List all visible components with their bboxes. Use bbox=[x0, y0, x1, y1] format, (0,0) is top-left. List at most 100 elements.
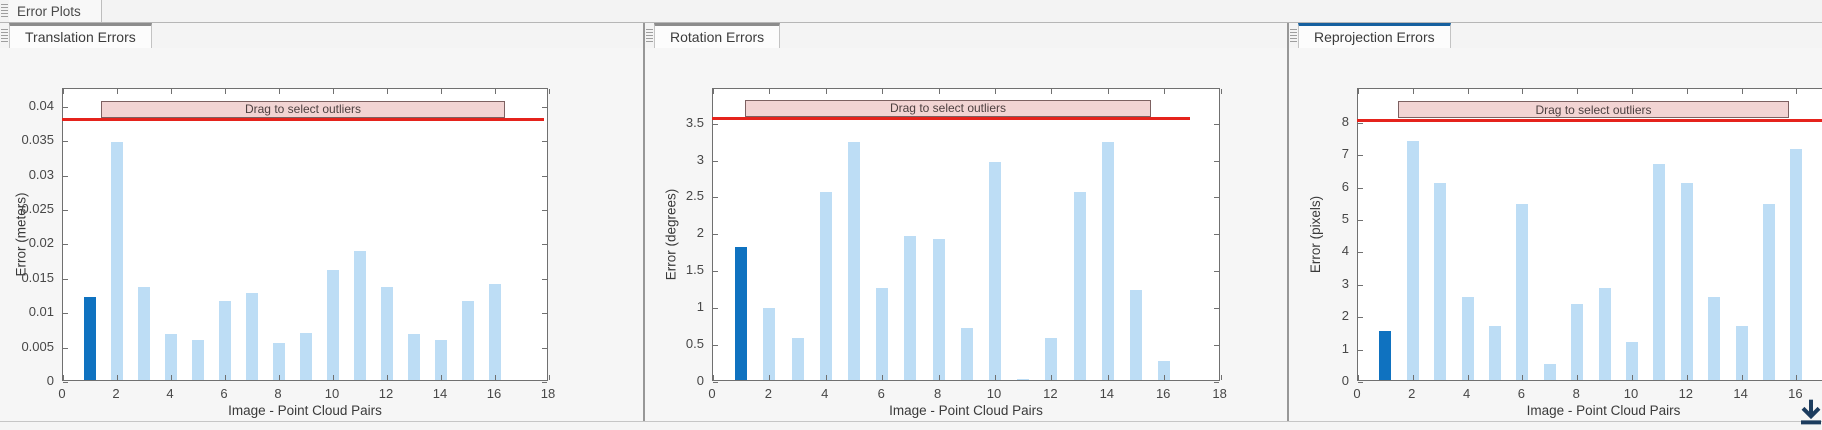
bar[interactable] bbox=[1434, 183, 1447, 380]
bar[interactable] bbox=[219, 301, 231, 380]
outlier-drag-band-label: Drag to select outliers bbox=[889, 101, 1007, 116]
bar[interactable] bbox=[1543, 364, 1556, 380]
bar[interactable] bbox=[1763, 204, 1775, 380]
bar[interactable] bbox=[904, 236, 917, 380]
tab-reprojection-errors[interactable]: Reprojection Errors bbox=[1298, 23, 1451, 48]
bar[interactable] bbox=[1461, 297, 1474, 380]
bar[interactable] bbox=[763, 308, 776, 380]
x-tick-label: 12 bbox=[1678, 386, 1694, 401]
bar[interactable] bbox=[989, 162, 1001, 380]
y-tick-label: 3 bbox=[1341, 275, 1349, 291]
bar[interactable] bbox=[1708, 297, 1721, 380]
bar-selected[interactable] bbox=[1379, 331, 1392, 380]
y-tick-label: 0 bbox=[696, 373, 704, 388]
x-axis-title: Image - Point Cloud Pairs bbox=[1526, 403, 1681, 418]
bar[interactable] bbox=[327, 270, 339, 380]
grip-icon[interactable] bbox=[1, 3, 8, 19]
bar[interactable] bbox=[1735, 326, 1748, 380]
bar[interactable] bbox=[1045, 338, 1058, 380]
axis-tick bbox=[63, 313, 68, 315]
axis-tick bbox=[225, 375, 226, 380]
bar[interactable] bbox=[300, 333, 312, 380]
x-tick-label: 2 bbox=[1408, 386, 1416, 401]
bar[interactable] bbox=[1489, 326, 1501, 380]
bar[interactable] bbox=[848, 142, 860, 380]
axis-tick bbox=[1796, 89, 1798, 94]
grip-icon[interactable] bbox=[1290, 28, 1297, 43]
bar[interactable] bbox=[165, 334, 177, 380]
axis-tick bbox=[882, 375, 884, 380]
bar[interactable] bbox=[489, 284, 501, 380]
bar[interactable] bbox=[1598, 288, 1611, 380]
y-tick-label: 0.5 bbox=[685, 336, 704, 352]
bar[interactable] bbox=[1406, 141, 1419, 380]
axis-tick bbox=[333, 89, 334, 94]
tab-error-plots[interactable]: Error Plots bbox=[9, 0, 102, 22]
bar[interactable] bbox=[819, 192, 832, 380]
axis-tick bbox=[63, 244, 68, 246]
x-tick-label: 14 bbox=[1099, 386, 1115, 401]
axis-tick bbox=[117, 375, 118, 380]
bar[interactable] bbox=[1626, 342, 1638, 380]
bar[interactable] bbox=[1790, 149, 1803, 380]
axis-tick bbox=[1164, 375, 1166, 380]
x-tick-label: 16 bbox=[1788, 386, 1803, 401]
bar[interactable] bbox=[1017, 379, 1030, 380]
tab-translation-errors[interactable]: Translation Errors bbox=[9, 23, 152, 48]
axis-tick bbox=[333, 375, 334, 380]
grip-icon[interactable] bbox=[646, 28, 653, 43]
axis-tick bbox=[713, 197, 718, 199]
panel-tab-bar: Reprojection Errors bbox=[1289, 23, 1822, 48]
bar[interactable] bbox=[354, 251, 366, 380]
outlier-drag-band[interactable]: Drag to select outliers bbox=[1398, 101, 1789, 119]
axis-tick bbox=[63, 175, 68, 177]
bar[interactable] bbox=[1516, 204, 1529, 380]
tab-rotation-errors[interactable]: Rotation Errors bbox=[654, 23, 781, 48]
document-tab-bar: Error Plots bbox=[0, 0, 1822, 23]
axis-tick bbox=[1358, 317, 1363, 319]
bar[interactable] bbox=[1571, 304, 1584, 380]
axis-tick bbox=[542, 244, 547, 246]
bar[interactable] bbox=[462, 301, 474, 380]
axis-tick bbox=[1686, 375, 1688, 380]
axis-tick bbox=[1214, 308, 1219, 310]
bar-selected[interactable] bbox=[735, 247, 748, 380]
bar[interactable] bbox=[273, 343, 285, 380]
x-tick-label: 8 bbox=[1572, 386, 1580, 401]
bar[interactable] bbox=[408, 334, 420, 380]
bar[interactable] bbox=[932, 239, 945, 380]
x-tick-label: 14 bbox=[1733, 386, 1748, 401]
outlier-drag-band[interactable]: Drag to select outliers bbox=[101, 100, 505, 118]
tab-rotation-errors-label: Rotation Errors bbox=[670, 29, 765, 45]
bar[interactable] bbox=[111, 142, 123, 380]
outlier-drag-band[interactable]: Drag to select outliers bbox=[745, 99, 1151, 117]
axis-tick bbox=[1412, 375, 1414, 380]
bar[interactable] bbox=[246, 293, 258, 380]
panel-tab-bar: Rotation Errors bbox=[645, 23, 1287, 48]
axis-tick bbox=[1796, 375, 1798, 380]
bar[interactable] bbox=[1073, 192, 1086, 380]
bar[interactable] bbox=[960, 328, 973, 380]
bar[interactable] bbox=[1653, 164, 1666, 380]
bar[interactable] bbox=[1158, 361, 1171, 380]
bar-selected[interactable] bbox=[84, 297, 96, 380]
bar[interactable] bbox=[1101, 142, 1114, 380]
bar[interactable] bbox=[138, 287, 150, 380]
download-arrow-icon[interactable] bbox=[1795, 397, 1822, 429]
y-tick-label: 0.015 bbox=[21, 269, 54, 285]
bar[interactable] bbox=[1130, 290, 1142, 380]
axis-tick bbox=[1358, 382, 1363, 383]
bar[interactable] bbox=[791, 338, 804, 380]
axis-tick bbox=[713, 89, 714, 94]
bar[interactable] bbox=[1680, 183, 1693, 380]
grip-icon[interactable] bbox=[1, 28, 8, 43]
bar[interactable] bbox=[435, 340, 447, 380]
axis-tick bbox=[549, 375, 550, 380]
bar[interactable] bbox=[876, 288, 889, 380]
x-tick-label: 12 bbox=[378, 386, 394, 401]
bar[interactable] bbox=[381, 287, 393, 380]
axis-tick bbox=[713, 271, 718, 273]
bar[interactable] bbox=[192, 340, 204, 380]
axis-tick bbox=[1214, 123, 1219, 125]
axis-tick bbox=[769, 375, 771, 380]
